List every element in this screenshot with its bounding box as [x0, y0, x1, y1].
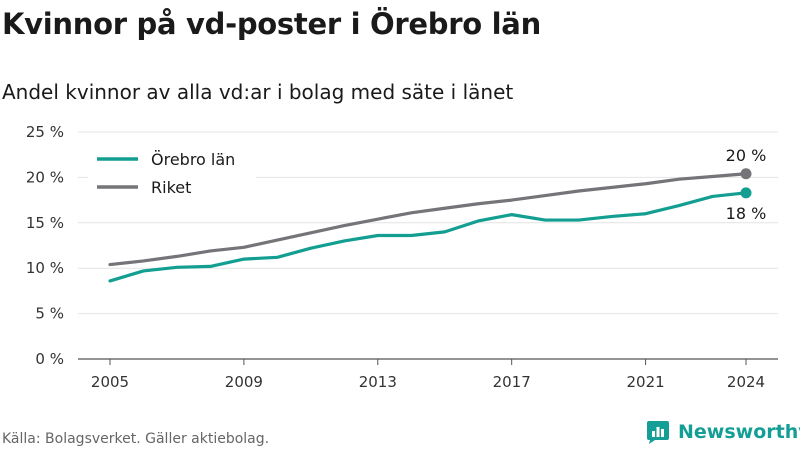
legend-label: Örebro län: [151, 150, 235, 169]
y-tick-label: 10 %: [26, 259, 64, 277]
y-tick-label: 15 %: [26, 214, 64, 232]
y-tick-label: 25 %: [26, 123, 64, 141]
source-note: Källa: Bolagsverket. Gäller aktiebolag.: [2, 431, 270, 447]
chart-title: Kvinnor på vd-poster i Örebro län: [2, 7, 541, 41]
series-end-point-riket: [740, 168, 752, 180]
y-tick-label: 5 %: [35, 305, 64, 323]
end-value-label: 20 %: [726, 146, 767, 165]
y-tick-label: 0 %: [35, 350, 64, 368]
series-end-point-orebro: [740, 187, 752, 199]
end-labels: 20 % 18 %: [726, 146, 767, 223]
brand-name: Newsworthy: [678, 421, 800, 443]
x-tick-label: 2009: [225, 373, 263, 391]
newsworthy-logo-icon: [647, 421, 669, 444]
y-tick-label: 20 %: [26, 168, 64, 186]
x-tick-label: 2005: [91, 373, 129, 391]
brand-logo: Newsworthy: [645, 419, 800, 445]
x-tick-label: 2013: [359, 373, 397, 391]
legend: Örebro län Riket: [88, 146, 256, 206]
y-axis-ticks: 0 % 5 % 10 % 15 % 20 % 25 %: [26, 123, 64, 368]
x-tick-label: 2021: [626, 373, 664, 391]
legend-label: Riket: [151, 178, 191, 197]
end-value-label: 18 %: [726, 204, 767, 223]
series-line-riket: [108, 172, 748, 267]
x-axis-ticks: 2005 2009 2013 2017 2021 2024: [91, 359, 765, 391]
series-lines: [108, 168, 752, 283]
series-line-orebro: [108, 191, 748, 283]
legend-background: [88, 146, 256, 206]
chart-subtitle: Andel kvinnor av alla vd:ar i bolag med …: [2, 80, 514, 104]
x-tick-label: 2017: [493, 373, 531, 391]
x-tick-label: 2024: [727, 373, 765, 391]
